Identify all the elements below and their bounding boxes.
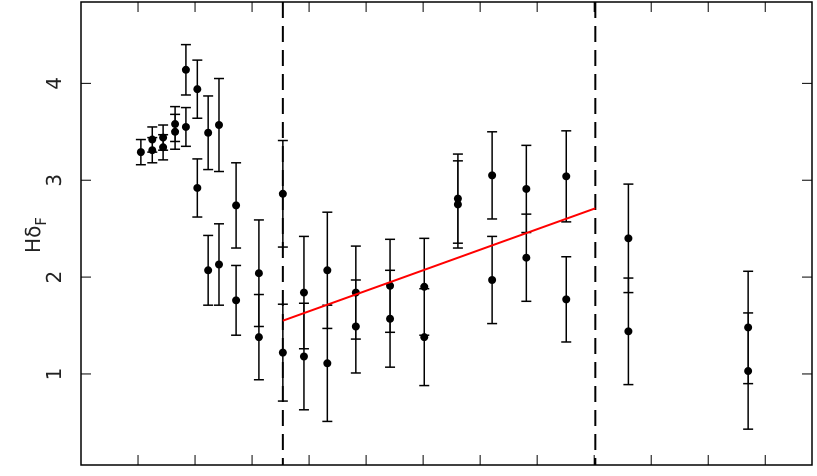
- point: [232, 296, 241, 305]
- point: [193, 85, 202, 94]
- point: [624, 234, 633, 243]
- point: [136, 148, 145, 157]
- point: [624, 327, 633, 336]
- point: [254, 269, 263, 278]
- point: [522, 253, 531, 262]
- point: [299, 288, 308, 297]
- point: [522, 184, 531, 193]
- point: [488, 275, 497, 284]
- y-axis-label: HδF: [21, 217, 50, 253]
- point: [193, 183, 202, 192]
- point: [214, 121, 223, 130]
- point: [562, 295, 571, 304]
- y-tick-label: 3: [42, 174, 66, 187]
- point: [204, 266, 213, 275]
- point: [254, 333, 263, 342]
- point: [744, 367, 753, 376]
- point: [232, 201, 241, 210]
- point: [323, 266, 332, 275]
- y-tick-label: 1: [42, 368, 66, 381]
- point: [181, 65, 190, 74]
- point: [278, 348, 287, 357]
- y-label-main: Hδ: [21, 226, 45, 253]
- point: [323, 359, 332, 368]
- point: [148, 146, 157, 155]
- point: [420, 333, 429, 342]
- y-tick-label: 2: [42, 271, 66, 284]
- point: [181, 122, 190, 131]
- point: [204, 128, 213, 137]
- point: [159, 143, 168, 152]
- point: [386, 314, 395, 323]
- point: [214, 260, 223, 269]
- point: [278, 189, 287, 198]
- y-label-sub: F: [32, 217, 50, 226]
- point: [562, 172, 571, 181]
- y-tick-label: 4: [42, 77, 66, 90]
- point: [351, 322, 360, 331]
- point: [453, 200, 462, 209]
- plot-frame: [80, 1, 813, 466]
- fit-line: [282, 207, 596, 322]
- point: [299, 352, 308, 361]
- point: [171, 127, 180, 136]
- point: [488, 171, 497, 180]
